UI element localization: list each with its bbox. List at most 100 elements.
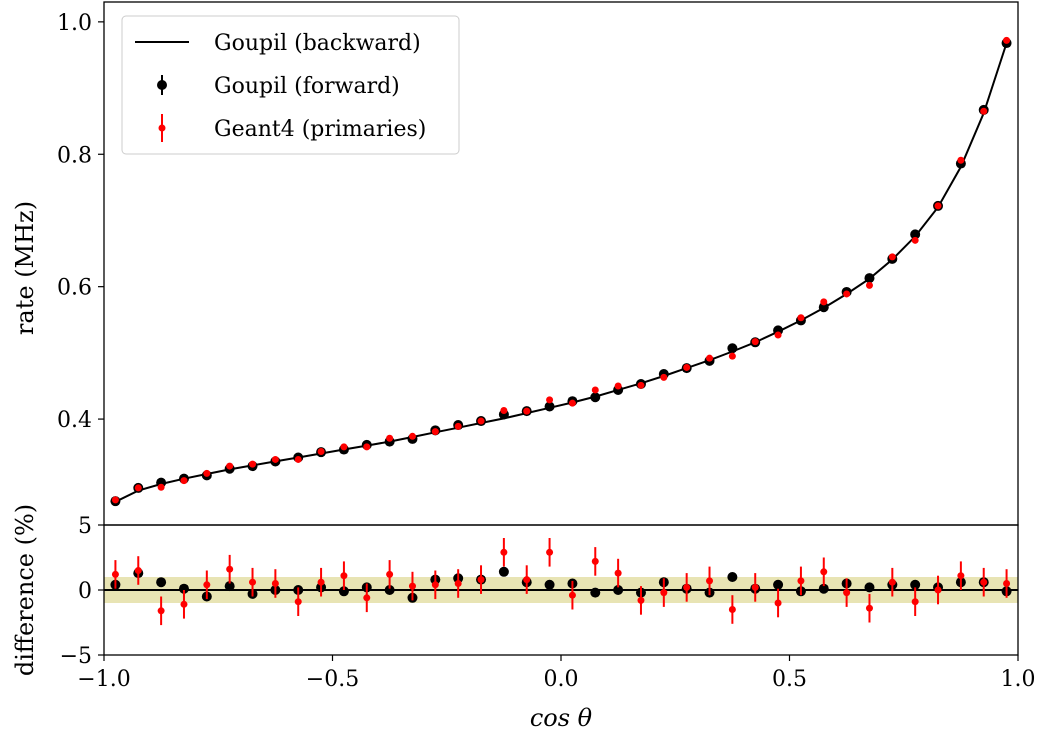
point-geant4-primaries <box>294 455 302 463</box>
diff-point-goupil-forward <box>910 579 921 590</box>
rate-y-tick-label: 0.4 <box>57 408 92 433</box>
diff-point-geant4-primaries <box>111 570 119 578</box>
point-goupil-forward <box>590 392 601 403</box>
x-tick-label: 0.0 <box>544 667 579 692</box>
diff-point-geant4-primaries <box>637 596 645 604</box>
diff-point-geant4-primaries <box>500 548 508 556</box>
legend-label-goupil-backward: Goupil (backward) <box>214 31 421 56</box>
diff-point-geant4-primaries <box>728 606 736 613</box>
rate-plot-area <box>110 36 1012 507</box>
diff-point-goupil-forward <box>498 566 509 577</box>
point-geant4-primaries <box>226 462 234 470</box>
rate-y-tick-label: 0.8 <box>57 143 92 168</box>
diff-point-geant4-primaries <box>271 580 279 587</box>
point-geant4-primaries <box>111 496 119 504</box>
point-geant4-primaries <box>500 406 508 414</box>
diff-point-goupil-forward <box>818 583 829 594</box>
diff-point-geant4-primaries <box>865 604 873 612</box>
diff-point-geant4-primaries <box>249 578 257 586</box>
point-geant4-primaries <box>568 399 576 407</box>
diff-point-geant4-primaries <box>454 580 462 587</box>
diff-point-geant4-primaries <box>294 598 302 606</box>
diff-point-geant4-primaries <box>546 548 554 556</box>
diff-point-geant4-primaries <box>751 583 759 591</box>
point-geant4-primaries <box>454 422 462 430</box>
difference-y-tick-label: 0 <box>78 579 92 604</box>
rate-y-tick-label: 0.6 <box>57 276 92 301</box>
diff-point-goupil-forward <box>156 577 167 588</box>
point-goupil-forward <box>864 273 875 284</box>
x-tick-label: −1.0 <box>77 667 130 692</box>
point-goupil-forward <box>910 229 921 240</box>
rate-y-axis: 0.4 0.6 0.8 1.0 <box>57 11 104 433</box>
point-geant4-primaries <box>477 417 485 425</box>
diff-point-geant4-primaries <box>568 591 576 599</box>
diff-point-geant4-primaries <box>203 581 211 589</box>
point-geant4-primaries <box>774 331 782 339</box>
point-geant4-primaries <box>1003 36 1011 44</box>
diff-point-goupil-forward <box>338 586 349 597</box>
series-line-goupil-backward <box>114 42 1008 503</box>
diff-point-goupil-forward <box>178 583 189 594</box>
point-geant4-primaries <box>728 352 736 360</box>
diff-point-geant4-primaries <box>340 572 348 580</box>
diff-point-geant4-primaries <box>226 565 234 573</box>
point-geant4-primaries <box>546 396 554 404</box>
point-geant4-primaries <box>523 407 531 415</box>
point-geant4-primaries <box>203 469 211 477</box>
diff-point-geant4-primaries <box>980 578 988 586</box>
diff-point-geant4-primaries <box>363 594 371 602</box>
diff-point-geant4-primaries <box>706 577 714 585</box>
point-geant4-primaries <box>157 483 165 491</box>
point-geant4-primaries <box>317 448 325 456</box>
point-goupil-forward <box>727 343 738 354</box>
rate-y-tick-label: 1.0 <box>57 11 92 36</box>
x-tick-label: 0.5 <box>772 667 807 692</box>
diff-point-geant4-primaries <box>591 557 599 565</box>
diff-point-geant4-primaries <box>1003 580 1011 587</box>
point-goupil-forward <box>818 302 829 313</box>
point-geant4-primaries <box>957 156 965 164</box>
point-geant4-primaries <box>637 381 645 389</box>
x-axis-label: cos θ <box>530 704 593 732</box>
point-geant4-primaries <box>660 373 668 381</box>
rate-panel: 0.4 0.6 0.8 1.0 rate (MHz) Goupil (backward… <box>11 1 1019 526</box>
diff-point-geant4-primaries <box>408 582 416 590</box>
difference-y-tick-label: 5 <box>78 514 92 539</box>
diff-point-geant4-primaries <box>957 572 965 580</box>
diff-point-goupil-forward <box>384 585 395 595</box>
point-geant4-primaries <box>363 443 371 451</box>
diff-point-geant4-primaries <box>820 568 828 576</box>
point-geant4-primaries <box>843 290 851 298</box>
legend-label-goupil-forward: Goupil (forward) <box>214 74 400 99</box>
point-geant4-primaries <box>934 202 942 210</box>
difference-panel: −5 0 5 −1.0 −0.5 0.0 0.5 1.0 difference (%) co… <box>11 504 1036 732</box>
diff-point-geant4-primaries <box>477 576 485 584</box>
diff-point-geant4-primaries <box>431 581 439 589</box>
point-geant4-primaries <box>706 354 714 362</box>
point-geant4-primaries <box>980 107 988 115</box>
point-geant4-primaries <box>340 443 348 451</box>
point-geant4-primaries <box>797 314 805 322</box>
diff-point-goupil-forward <box>727 572 738 582</box>
diff-point-geant4-primaries <box>774 599 782 607</box>
difference-plot-area <box>104 538 1018 626</box>
rate-y-axis-label: rate (MHz) <box>11 201 39 335</box>
diff-point-geant4-primaries <box>934 586 942 594</box>
diff-point-geant4-primaries <box>888 578 896 586</box>
legend-frame <box>121 15 460 155</box>
diff-point-geant4-primaries <box>523 576 531 584</box>
point-geant4-primaries <box>431 428 439 436</box>
diff-point-geant4-primaries <box>134 567 142 574</box>
diff-point-geant4-primaries <box>683 583 691 591</box>
diff-point-goupil-forward <box>224 581 235 592</box>
diff-point-geant4-primaries <box>157 607 165 615</box>
diff-point-geant4-primaries <box>317 578 325 586</box>
difference-y-tick-label: −5 <box>60 644 92 669</box>
diff-point-geant4-primaries <box>386 570 394 578</box>
diff-point-geant4-primaries <box>614 569 622 577</box>
diff-point-geant4-primaries <box>843 589 851 597</box>
point-geant4-primaries <box>888 253 896 261</box>
point-geant4-primaries <box>180 477 188 485</box>
